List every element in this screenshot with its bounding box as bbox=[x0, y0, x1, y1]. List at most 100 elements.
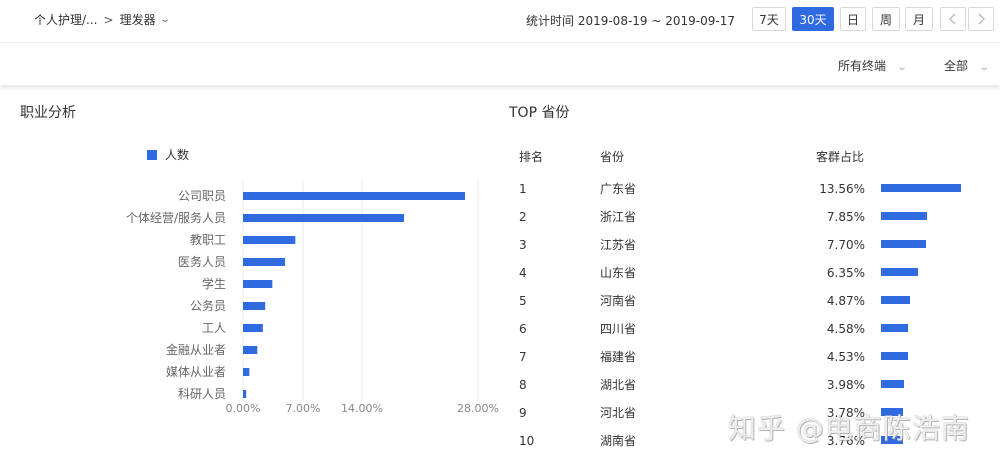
range-30d-button[interactable]: 30天 bbox=[792, 7, 834, 31]
occupation-bar[interactable] bbox=[243, 258, 286, 266]
category-label: 媒体从业者 bbox=[166, 365, 226, 379]
table-row[interactable]: 2 浙江省 7.85% bbox=[0, 210, 1000, 238]
x-tick-label: 7.00% bbox=[286, 402, 321, 415]
share-bar bbox=[881, 240, 926, 248]
share-cell: 4.87% bbox=[826, 294, 865, 308]
share-bar bbox=[881, 352, 908, 360]
province-cell: 浙江省 bbox=[600, 210, 637, 224]
terminal-select-value: 所有终端 bbox=[838, 59, 887, 73]
occupation-bar[interactable] bbox=[243, 214, 404, 222]
province-cell: 福建省 bbox=[600, 350, 637, 364]
occupation-bar[interactable] bbox=[243, 324, 263, 332]
province-cell: 湖南省 bbox=[600, 434, 637, 448]
range-day-button[interactable]: 日 bbox=[840, 7, 866, 31]
chart-legend: 人数 bbox=[147, 146, 189, 163]
occupation-bar[interactable] bbox=[243, 192, 465, 200]
category-label: 公务员 bbox=[190, 298, 226, 313]
legend-swatch bbox=[147, 149, 157, 160]
province-title: TOP 省份 bbox=[509, 105, 570, 121]
header-province: 省份 bbox=[600, 150, 625, 164]
rank-cell: 10 bbox=[519, 434, 535, 448]
category-label: 科研人员 bbox=[178, 387, 226, 401]
prev-period-button[interactable] bbox=[940, 7, 966, 31]
share-bar bbox=[881, 436, 903, 444]
header-rank: 排名 bbox=[519, 150, 544, 164]
breadcrumb-separator: > bbox=[103, 12, 114, 27]
chevron-down-icon[interactable]: ⌄ bbox=[159, 14, 171, 25]
table-row[interactable]: 1 广东省 13.56% bbox=[0, 182, 1000, 210]
breadcrumb-current[interactable]: 理发器 bbox=[119, 13, 156, 27]
share-bar bbox=[881, 408, 903, 416]
share-cell: 3.78% bbox=[826, 406, 865, 420]
rank-cell: 9 bbox=[519, 406, 527, 420]
category-label: 学生 bbox=[202, 276, 226, 291]
occupation-bar[interactable] bbox=[243, 280, 273, 288]
province-cell: 湖北省 bbox=[600, 378, 637, 392]
x-tick-label: 0.00% bbox=[226, 402, 261, 415]
period-label: 统计时间 2019-08-19 ~ 2019-09-17 bbox=[526, 14, 735, 28]
chevron-down-icon: ⌄ bbox=[978, 62, 990, 73]
header-share: 客群占比 bbox=[816, 150, 865, 164]
top-bar: 个人护理/... > 理发器 ⌄ 统计时间 2019-08-19 ~ 2019-… bbox=[0, 0, 1000, 43]
occupation-bar[interactable] bbox=[243, 346, 258, 354]
category-label: 金融从业者 bbox=[166, 342, 226, 357]
chevron-down-icon: ⌄ bbox=[896, 62, 908, 73]
terminal-select[interactable]: 所有终端 ⌄ bbox=[838, 57, 908, 74]
rank-cell: 5 bbox=[519, 294, 527, 308]
rank-cell: 7 bbox=[519, 350, 527, 364]
range-week-button[interactable]: 周 bbox=[872, 7, 900, 31]
table-row[interactable]: 10 湖南省 3.76% bbox=[0, 434, 1000, 462]
table-row[interactable]: 8 湖北省 3.98% bbox=[0, 378, 1000, 406]
category-label: 个体经营/服务人员 bbox=[126, 210, 226, 225]
share-cell: 4.58% bbox=[826, 322, 865, 336]
chevron-left-icon bbox=[949, 13, 956, 25]
category-label: 工人 bbox=[202, 321, 226, 335]
rank-cell: 6 bbox=[519, 322, 527, 336]
province-cell: 广东省 bbox=[600, 182, 637, 196]
share-cell: 6.35% bbox=[826, 266, 865, 280]
province-cell: 四川省 bbox=[600, 322, 637, 336]
scope-select-value: 全部 bbox=[944, 59, 969, 73]
table-row[interactable]: 4 山东省 6.35% bbox=[0, 266, 1000, 294]
share-bar bbox=[881, 296, 910, 304]
occupation-bar[interactable] bbox=[243, 302, 266, 310]
rank-cell: 8 bbox=[519, 378, 527, 392]
table-row[interactable]: 6 四川省 4.58% bbox=[0, 322, 1000, 350]
chevron-right-icon bbox=[978, 13, 985, 25]
x-tick-label: 28.00% bbox=[457, 402, 499, 415]
occupation-bar-chart: 0.00% 7.00% 14.00% 28.00% 公司职员个体经营/服务人员教职工医务… bbox=[126, 180, 499, 415]
range-month-button[interactable]: 月 bbox=[905, 7, 933, 31]
share-bar bbox=[881, 268, 918, 276]
rank-cell: 2 bbox=[519, 210, 527, 224]
category-label: 教职工 bbox=[190, 232, 226, 247]
table-row[interactable]: 5 河南省 4.87% bbox=[0, 294, 1000, 322]
occupation-bar[interactable] bbox=[243, 390, 247, 398]
share-bar bbox=[881, 380, 904, 388]
category-label: 医务人员 bbox=[178, 254, 226, 269]
breadcrumb-parent[interactable]: 个人护理/... bbox=[34, 13, 98, 27]
scope-select[interactable]: 全部 ⌄ bbox=[944, 57, 990, 74]
rank-cell: 4 bbox=[519, 266, 527, 280]
occupation-bar[interactable] bbox=[243, 368, 250, 376]
next-period-button[interactable] bbox=[968, 7, 994, 31]
share-cell: 3.98% bbox=[826, 378, 865, 392]
table-row[interactable]: 9 河北省 3.78% bbox=[0, 406, 1000, 434]
occupation-bar[interactable] bbox=[243, 236, 296, 244]
share-bar bbox=[881, 184, 961, 192]
rank-cell: 1 bbox=[519, 182, 527, 196]
share-bar bbox=[881, 212, 927, 220]
share-cell: 4.53% bbox=[826, 350, 865, 364]
province-cell: 山东省 bbox=[600, 266, 637, 280]
table-row[interactable]: 3 江苏省 7.70% bbox=[0, 238, 1000, 266]
table-row[interactable]: 7 福建省 4.53% bbox=[0, 350, 1000, 378]
category-label: 公司职员 bbox=[178, 189, 226, 203]
range-7d-button[interactable]: 7天 bbox=[752, 7, 786, 31]
province-cell: 河北省 bbox=[600, 406, 637, 420]
watermark: 知乎 @电商陈浩南 bbox=[728, 412, 970, 445]
share-cell: 13.56% bbox=[819, 182, 865, 196]
share-cell: 7.85% bbox=[826, 210, 865, 224]
rank-cell: 3 bbox=[519, 238, 527, 252]
occupation-title: 职业分析 bbox=[20, 105, 76, 121]
share-cell: 7.70% bbox=[826, 238, 865, 252]
share-bar bbox=[881, 324, 908, 332]
